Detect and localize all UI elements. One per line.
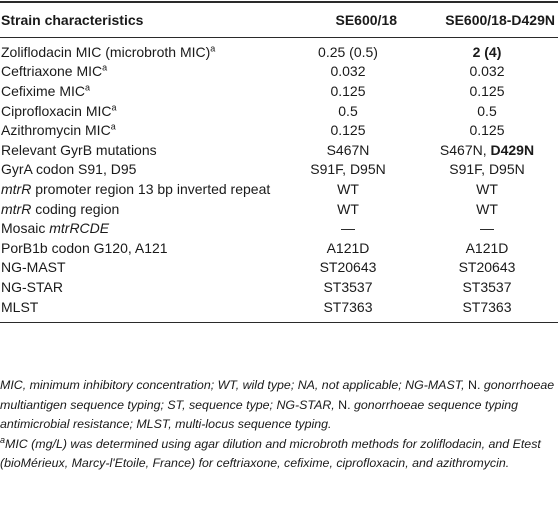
row-label: Cefixime MICa [1, 82, 91, 99]
cell-se600-18: — [341, 220, 355, 237]
table-row: GyrA codon S91, D95 S91F, D95N S91F, D95… [0, 160, 558, 180]
table-top-rule [0, 1, 558, 3]
cell-se600-18: WT [337, 200, 359, 217]
cell-se600-18: ST20643 [319, 259, 377, 276]
row-label: PorB1b codon G120, A121 [1, 239, 168, 256]
strain-table: Strain characteristics SE600/18 SE600/18… [0, 1, 558, 324]
table-row: MLST ST7363 ST7363 [0, 297, 558, 317]
row-label: mtrR promoter region 13 bp inverted repe… [1, 180, 271, 197]
row-label: Ciprofloxacin MICa [1, 101, 117, 119]
cell-se600-18: ST3537 [323, 278, 373, 295]
header-se600-18-d429n: SE600/18-D429N [445, 12, 555, 28]
table-bottom-rule [0, 322, 558, 324]
row-label: Azithromycin MICa [1, 121, 116, 139]
row-label: NG-STAR [1, 278, 63, 295]
table-body: Zoliflodacin MIC (microbroth MIC)a 0.25 … [0, 38, 558, 316]
cell-se600-18-d429n: A121D [465, 239, 509, 256]
cell-se600-18-d429n: S467N, D429N [439, 141, 535, 158]
cell-se600-18: 0.125 [330, 122, 366, 139]
table-row: mtrR coding region WT WT [0, 199, 558, 219]
cell-se600-18-d429n: 0.125 [469, 82, 505, 99]
row-label: mtrR coding region [1, 200, 120, 217]
cell-se600-18-d429n: 0.5 [477, 102, 497, 119]
table-footnotes: MIC, minimum inhibitory concentration; W… [0, 376, 556, 474]
table-row: Cefixime MICa 0.125 0.125 [0, 81, 558, 101]
cell-se600-18-d429n: S91F, D95N [449, 161, 525, 178]
table-row: Azithromycin MICa 0.125 0.125 [0, 120, 558, 140]
cell-se600-18: 0.5 [338, 102, 358, 119]
cell-se600-18: WT [337, 180, 359, 197]
table-row: Zoliflodacin MIC (microbroth MIC)a 0.25 … [0, 42, 558, 62]
table-header-rule [0, 37, 558, 38]
table-header-row: Strain characteristics SE600/18 SE600/18… [0, 3, 558, 37]
row-label: Ceftriaxone MICa [1, 62, 108, 80]
table-row: PorB1b codon G120, A121 A121D A121D [0, 238, 558, 258]
cell-se600-18: ST7363 [323, 298, 373, 315]
header-strain-characteristics: Strain characteristics [1, 12, 144, 28]
cell-se600-18-d429n: WT [476, 180, 498, 197]
cell-se600-18: S91F, D95N [310, 161, 386, 178]
row-label: MLST [1, 298, 39, 315]
cell-se600-18: 0.032 [330, 63, 366, 80]
table-row: Ceftriaxone MICa 0.032 0.032 [0, 62, 558, 82]
row-label: Mosaic mtrRCDE [1, 220, 110, 237]
cell-se600-18: 0.25 (0.5) [318, 43, 378, 60]
table-row: NG-STAR ST3537 ST3537 [0, 277, 558, 297]
row-label: Relevant GyrB mutations [1, 141, 157, 158]
cell-se600-18: 0.125 [330, 82, 366, 99]
cell-se600-18: A121D [326, 239, 370, 256]
table-row: NG-MAST ST20643 ST20643 [0, 258, 558, 278]
cell-se600-18-d429n: ST20643 [458, 259, 516, 276]
row-label: NG-MAST [1, 259, 66, 276]
cell-se600-18-d429n: ST7363 [462, 298, 512, 315]
table-row: Ciprofloxacin MICa 0.5 0.5 [0, 101, 558, 121]
mic-footnote: aMIC (mg/L) was determined using agar di… [0, 434, 541, 471]
table-row: Mosaic mtrRCDE — — [0, 218, 558, 238]
cell-se600-18-d429n: 0.032 [469, 63, 505, 80]
table-row: Relevant GyrB mutations S467N S467N, D42… [0, 140, 558, 160]
row-label: Zoliflodacin MIC (microbroth MIC)a [1, 43, 216, 60]
abbreviations-note: MIC, minimum inhibitory concentration; W… [0, 378, 555, 432]
cell-se600-18-d429n: 2 (4) [472, 43, 502, 60]
row-label: GyrA codon S91, D95 [1, 161, 137, 178]
cell-se600-18-d429n: ST3537 [462, 278, 512, 295]
header-se600-18: SE600/18 [335, 12, 398, 28]
table-row: mtrR promoter region 13 bp inverted repe… [0, 179, 558, 199]
cell-se600-18: S467N [326, 141, 370, 158]
cell-se600-18-d429n: WT [476, 200, 498, 217]
cell-se600-18-d429n: 0.125 [469, 122, 505, 139]
cell-se600-18-d429n: — [480, 220, 494, 237]
